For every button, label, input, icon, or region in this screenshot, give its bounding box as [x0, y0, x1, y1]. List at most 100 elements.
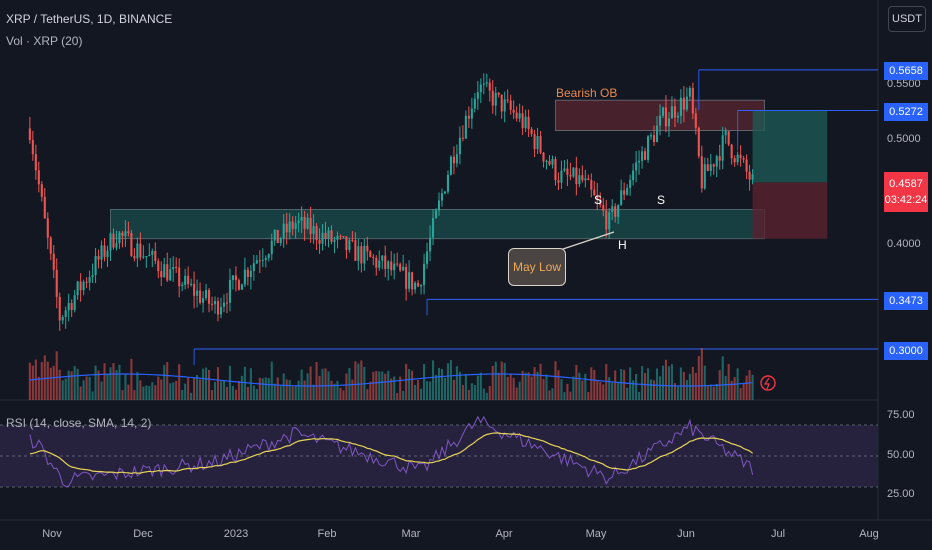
- volume-bar: [64, 378, 67, 400]
- volume-bar: [67, 370, 70, 400]
- candle-body: [467, 115, 470, 119]
- volume-bar: [354, 361, 357, 400]
- volume-bar: [742, 382, 745, 400]
- candle-body: [375, 258, 378, 268]
- candle-body: [133, 255, 136, 259]
- volume-bar: [333, 383, 336, 400]
- candle-body: [440, 193, 444, 201]
- candle-body: [222, 302, 226, 307]
- candle-body: [151, 250, 154, 255]
- may-low-callout[interactable]: May Low: [508, 248, 566, 286]
- volume-bar: [584, 373, 587, 400]
- volume-bar: [282, 373, 285, 400]
- currency-button[interactable]: USDT: [888, 6, 926, 32]
- volume-bar: [231, 385, 234, 400]
- volume-bar: [605, 363, 608, 400]
- volume-bar: [261, 378, 264, 400]
- candle-body: [509, 100, 512, 110]
- volume-bar: [575, 365, 578, 400]
- volume-bar: [745, 375, 748, 400]
- volume-bar: [58, 369, 61, 400]
- candle-body: [106, 250, 109, 257]
- volume-bar: [378, 371, 381, 400]
- volume-bar: [676, 386, 679, 400]
- volume-bar: [644, 372, 647, 400]
- rsi-legend[interactable]: RSI (14, close, SMA, 14, 2): [6, 416, 152, 430]
- volume-bar: [148, 386, 151, 400]
- candle-body: [497, 92, 500, 95]
- candle-body: [578, 175, 581, 185]
- candle-body: [557, 180, 560, 183]
- volume-bar: [387, 370, 390, 400]
- price-tick-0400: 0.4000: [887, 238, 921, 250]
- candle-body: [52, 253, 55, 270]
- volume-bar: [208, 369, 211, 400]
- volume-bar: [163, 365, 166, 400]
- projection-stop-zone: [752, 182, 828, 239]
- candle-body: [712, 164, 715, 167]
- volume-bar: [581, 380, 584, 400]
- candle-body: [411, 272, 414, 290]
- candle-body: [342, 236, 345, 238]
- candle-body: [378, 260, 381, 268]
- volume-bar: [40, 362, 43, 400]
- candle-body: [402, 266, 405, 271]
- volume-bar: [545, 374, 548, 400]
- candle-body: [521, 113, 524, 129]
- x-tick-dec: Dec: [133, 528, 153, 540]
- candle-body: [193, 283, 196, 296]
- candle-body: [387, 261, 390, 269]
- volume-bar: [315, 362, 318, 400]
- may-low-text: May Low: [512, 260, 562, 274]
- current-price-value: 0.4587: [889, 178, 923, 190]
- candle-body: [219, 306, 223, 315]
- candle-body: [554, 159, 557, 181]
- volume-bar: [357, 363, 360, 400]
- candle-body: [428, 237, 432, 252]
- volume-bar: [405, 363, 408, 400]
- candle-body: [431, 218, 435, 238]
- candle-body: [655, 125, 659, 143]
- candle-body: [635, 162, 638, 171]
- candle-body: [593, 189, 596, 196]
- volume-bar: [721, 356, 724, 400]
- volume-bar: [620, 369, 623, 400]
- candle-body: [608, 211, 611, 230]
- volume-bar: [587, 391, 590, 400]
- volume-bar: [515, 387, 518, 400]
- x-tick-jul: Jul: [770, 528, 786, 540]
- candle-body: [745, 159, 748, 172]
- volume-bar: [524, 372, 527, 400]
- volume-bar: [390, 378, 393, 400]
- candle-body: [473, 98, 476, 109]
- candle-body: [581, 175, 584, 181]
- volume-bar: [551, 388, 554, 400]
- candle-body: [548, 160, 551, 165]
- candle-body: [169, 269, 172, 281]
- candle-body: [34, 154, 37, 171]
- candle-body: [676, 115, 679, 118]
- candle-body: [563, 168, 566, 171]
- candle-body: [742, 158, 745, 160]
- candle-body: [175, 266, 178, 268]
- symbol-title[interactable]: XRP / TetherUS, 1D, BINANCE: [6, 12, 173, 26]
- volume-bar: [285, 379, 288, 400]
- volume-bar: [670, 364, 673, 400]
- volume-bar: [611, 382, 614, 400]
- volume-bar: [632, 380, 635, 400]
- volume-bar: [500, 361, 503, 400]
- candle-body: [273, 229, 276, 241]
- candle-body: [661, 107, 665, 116]
- volume-bar: [124, 373, 127, 400]
- volume-bar: [273, 383, 276, 400]
- volume-bar: [539, 363, 542, 400]
- rsi-line: [29, 415, 754, 488]
- volume-bar: [411, 370, 414, 400]
- candle-body: [205, 290, 208, 299]
- volume-bar: [449, 360, 452, 400]
- volume-legend[interactable]: Vol · XRP (20): [6, 34, 83, 48]
- x-tick-2023: 2023: [223, 528, 249, 540]
- volume-bar: [602, 384, 605, 400]
- candle-body: [282, 223, 285, 239]
